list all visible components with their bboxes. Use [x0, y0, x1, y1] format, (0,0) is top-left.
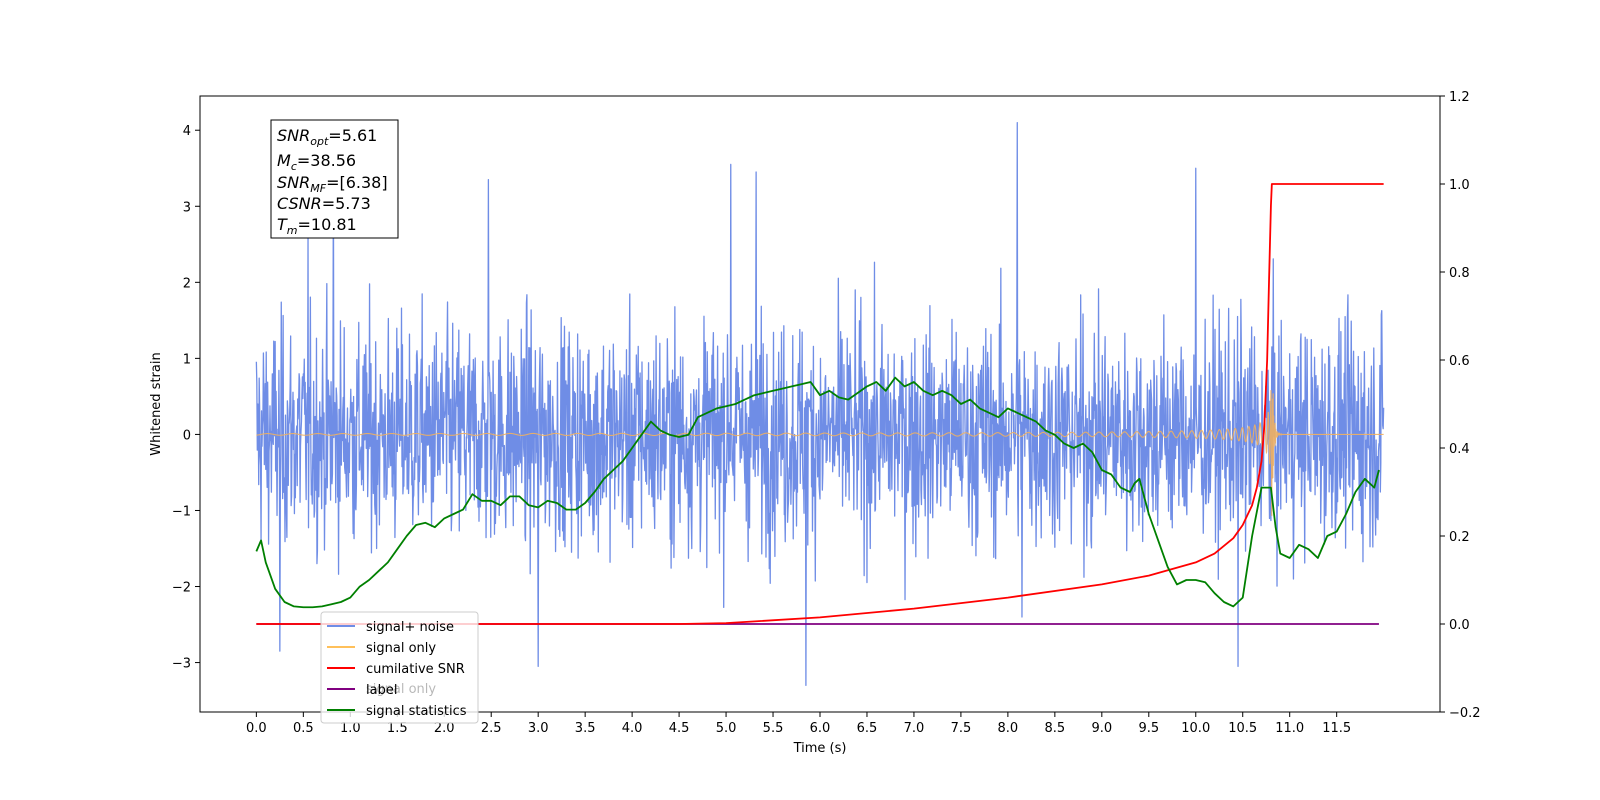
legend-entry-label: cumilative SNR — [366, 662, 465, 677]
annotation-line: CSNR=5.73 — [277, 194, 371, 213]
y2-tick-label: 1.0 — [1449, 178, 1470, 193]
x-tick-label: 6.5 — [857, 721, 878, 736]
x-tick-label: 7.0 — [904, 721, 925, 736]
annotation-frame — [270, 119, 399, 239]
x-tick-label: 3.0 — [528, 721, 549, 736]
x-tick-label: 5.5 — [763, 721, 784, 736]
y-tick-label: 1 — [183, 352, 191, 367]
x-tick-label: 4.0 — [622, 721, 643, 736]
x-tick-label: 10.0 — [1181, 721, 1210, 736]
x-tick-label: 5.0 — [716, 721, 737, 736]
legend-entry-label: signal+ noise — [366, 620, 454, 635]
x-tick-label: 8.0 — [998, 721, 1019, 736]
y-tick-label: 3 — [183, 200, 191, 215]
legend-entry-label: signal statistics — [366, 704, 467, 719]
y2-tick-label: 0.2 — [1449, 530, 1470, 545]
x-tick-label: 9.0 — [1091, 721, 1112, 736]
x-tick-label: 4.5 — [669, 721, 690, 736]
axes: 0.0 0.5 1.0 1.5 2.0 2.5 3.0 3.5 4.0 4.5 5.0 5.5 6.0 6… — [172, 90, 1481, 736]
y-tick-label: −3 — [172, 657, 191, 672]
x-tick-label: 0.0 — [246, 721, 267, 736]
series-signal-noise-line — [255, 121, 1385, 687]
legend-ghost-text: signal only — [366, 682, 436, 697]
x-tick-label: 10.5 — [1228, 721, 1257, 736]
x-tick-label: 0.5 — [293, 721, 314, 736]
x-tick-label: 11.0 — [1275, 721, 1304, 736]
y2-tick-label: 0.6 — [1449, 354, 1470, 369]
y2-tick-label: 0.8 — [1449, 266, 1470, 281]
legend: signal+ noise signal only cumilative SNR la… — [320, 611, 479, 724]
y-tick-label: 4 — [183, 124, 191, 139]
y-tick-label: −1 — [172, 504, 191, 519]
x-tick-label: 9.5 — [1138, 721, 1159, 736]
x-tick-label: 2.0 — [434, 721, 455, 736]
legend-entry-label: signal only — [366, 641, 436, 656]
x-tick-label: 11.5 — [1322, 721, 1351, 736]
x-tick-label: 6.0 — [810, 721, 831, 736]
y2-tick-label: 1.2 — [1449, 90, 1470, 105]
annotation-line: SNRMF=[6.38] — [277, 173, 388, 195]
annotation-line: Mc=38.56 — [277, 151, 356, 173]
series-signal-statistics-line — [255, 376, 1380, 609]
legend-frame — [320, 611, 479, 724]
annotation-line: Tm=10.81 — [277, 215, 357, 237]
y-axis-label: Whitened strain — [149, 352, 164, 455]
annotation-line: SNRopt=5.61 — [277, 126, 377, 148]
x-axis-label: Time (s) — [793, 741, 847, 756]
y-tick-label: −2 — [172, 581, 191, 596]
x-tick-label: 3.5 — [575, 721, 596, 736]
x-tick-label: 1.0 — [340, 721, 361, 736]
series-cumulative-snr-line — [256, 183, 1384, 625]
x-tick-label: 1.5 — [387, 721, 408, 736]
x-tick-label: 7.5 — [951, 721, 972, 736]
y2-tick-label: −0.2 — [1449, 706, 1481, 721]
x-tick-label: 2.5 — [481, 721, 502, 736]
y2-tick-label: 0.4 — [1449, 442, 1470, 457]
annotation-box: SNRopt=5.61 Mc=38.56SNRMF=[6.38]CSNR=5.73… — [270, 119, 399, 239]
legend-entry-label: label — [366, 683, 397, 698]
x-tick-label: 8.5 — [1045, 721, 1066, 736]
y-tick-label: 2 — [183, 276, 191, 291]
series-signal-only-line — [256, 390, 1384, 516]
y2-tick-label: 0.0 — [1449, 618, 1470, 633]
y-tick-label: 0 — [183, 428, 191, 443]
